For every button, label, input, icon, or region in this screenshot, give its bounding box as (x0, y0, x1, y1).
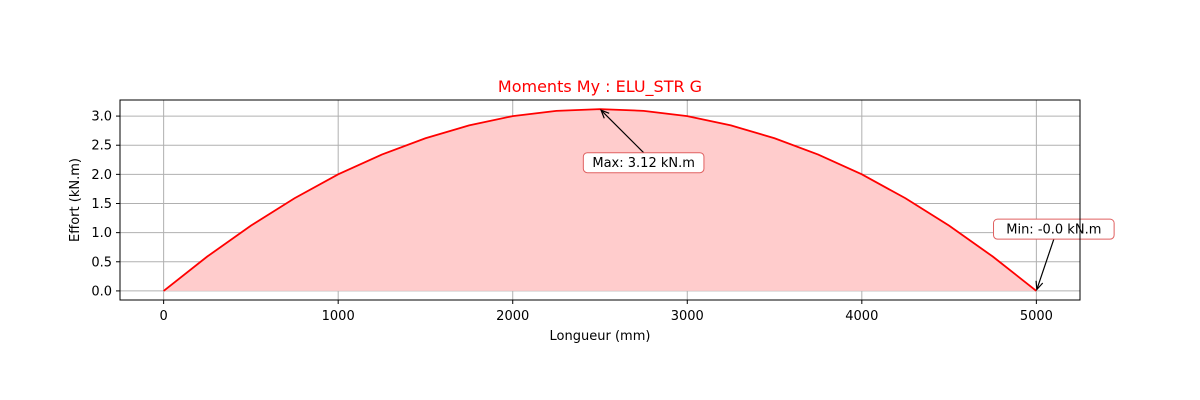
area-fill-layer (163, 109, 1037, 291)
x-axis-label: Longueur (mm) (550, 329, 651, 344)
x-axis-ticks: 0 1000 2000 3000 4000 5000 (159, 300, 1053, 324)
annotation-arrow (1036, 238, 1055, 290)
y-tick-label: 1.0 (91, 226, 112, 241)
series-line-layer (163, 108, 1037, 292)
series-line (163, 108, 1037, 292)
annotation-arrowhead (1035, 280, 1044, 291)
x-tick-label: 5000 (1020, 309, 1053, 324)
y-tick-label: 0.5 (91, 255, 112, 270)
y-axis-ticks: 0.0 0.5 1.0 1.5 2.0 2.5 3.0 (91, 110, 120, 299)
annotation-box (993, 218, 1115, 240)
area-fill (163, 109, 1037, 291)
y-tick-label: 2.5 (91, 139, 112, 154)
x-tick-label: 0 (159, 309, 167, 324)
y-axis-label: Effort (kN.m) (68, 158, 83, 242)
annotation-box (582, 152, 705, 174)
annotation-arrowhead (600, 109, 610, 119)
y-tick-label: 0.0 (91, 284, 112, 299)
x-tick-label: 2000 (496, 309, 529, 324)
min-annotation: Min: -0.0 kN.m (993, 218, 1115, 291)
y-tick-label: 2.0 (91, 168, 112, 183)
annotations: Max: 3.12 kN.m Min: -0.0 kN.m (582, 109, 1115, 291)
x-tick-label: 3000 (671, 309, 704, 324)
x-tick-label: 4000 (845, 309, 878, 324)
x-tick-label: 1000 (322, 309, 355, 324)
plot-frame (119, 99, 1081, 301)
annotation-label: Min: -0.0 kN.m (1006, 223, 1101, 238)
annotation-arrow (600, 109, 645, 154)
chart-title: Moments My : ELU_STR G (498, 77, 702, 97)
max-annotation: Max: 3.12 kN.m (582, 109, 705, 174)
y-tick-label: 1.5 (91, 197, 112, 212)
y-tick-label: 3.0 (91, 110, 112, 125)
annotation-label: Max: 3.12 kN.m (592, 156, 695, 171)
